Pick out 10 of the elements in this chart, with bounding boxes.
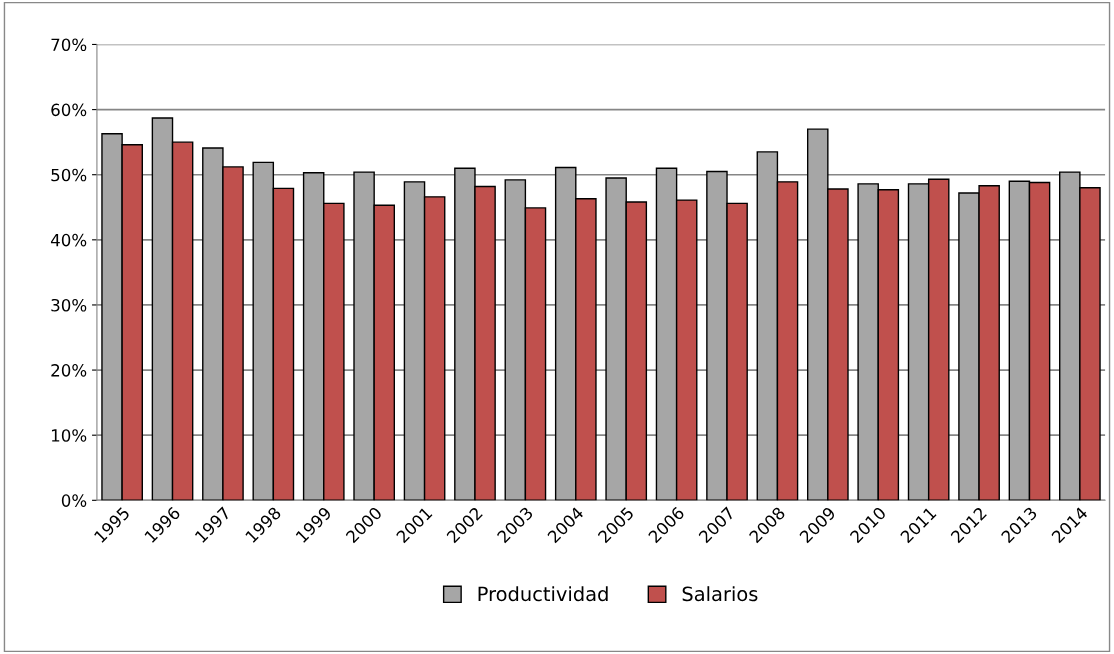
- y-tick-label: 50%: [51, 168, 87, 182]
- y-tick-label: 0%: [61, 494, 87, 507]
- y-tick-label: 40%: [50, 233, 87, 247]
- y-tick-label: 30%: [51, 298, 87, 312]
- y-tick-label: 70%: [51, 38, 87, 52]
- y-tick-label: 10%: [51, 429, 87, 442]
- legend-label: Salarios: [682, 586, 758, 602]
- y-tick-label: 60%: [51, 103, 87, 117]
- y-tick-label: 20%: [51, 364, 87, 377]
- legend-label: Productividad: [478, 586, 608, 602]
